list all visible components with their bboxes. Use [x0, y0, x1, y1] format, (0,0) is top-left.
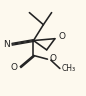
Text: CH₃: CH₃	[61, 64, 76, 73]
Text: N: N	[3, 40, 10, 49]
Text: O: O	[49, 54, 56, 63]
Text: O: O	[58, 32, 65, 41]
Text: O: O	[11, 63, 18, 72]
